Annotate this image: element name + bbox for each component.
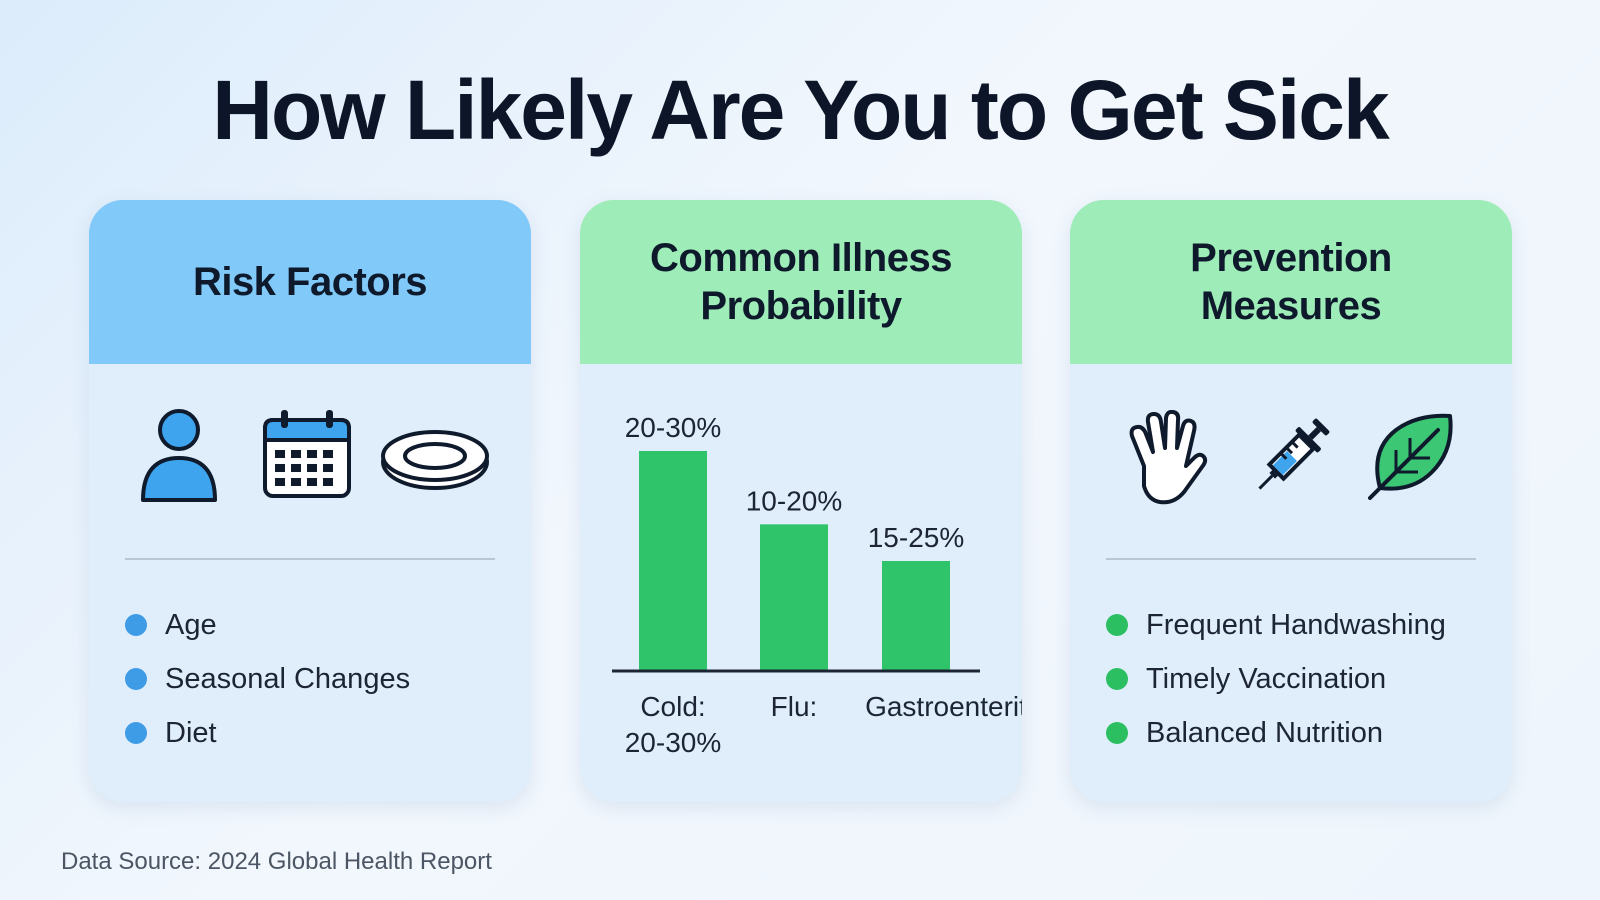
risk-factors-card: Risk Factors Age [89, 200, 531, 802]
page-title: How Likely Are You to Get Sick [212, 63, 1389, 157]
bullet-dot [125, 668, 147, 690]
data-label: 15-25% [868, 522, 965, 553]
illness-bar-chart: 20-30% Cold: 20-30% 10-20% Flu: 15-25% Gastroe… [580, 364, 1022, 802]
risk-icons [89, 364, 531, 564]
bar-chart-svg: 20-30% Cold: 20-30% 10-20% Flu: 15-25% Gastroe… [612, 412, 1022, 758]
list-item: Seasonal Changes [125, 652, 410, 706]
prevention-heading: Prevention Measures [1070, 200, 1512, 364]
category-label: Gastroenteritis: [865, 691, 1022, 722]
risk-item-label: Seasonal Changes [165, 662, 411, 695]
list-item: Balanced Nutrition [1106, 706, 1446, 760]
leaf-icon [1368, 413, 1453, 500]
bullet-dot [1106, 614, 1128, 636]
risk-factors-list: Age Seasonal Changes Diet [125, 598, 410, 760]
prevention-measures-card: Prevention Measures [1070, 200, 1512, 802]
bar [882, 561, 950, 671]
person-icon [141, 409, 217, 502]
prevention-item-label: Balanced Nutrition [1146, 716, 1383, 749]
bar [639, 451, 707, 671]
prevention-divider [1106, 558, 1476, 560]
prevention-item-label: Timely Vaccination [1146, 662, 1387, 695]
syringe-icon [1258, 418, 1330, 490]
calendar-icon [263, 410, 351, 498]
illness-heading-line2: Probability [700, 284, 902, 328]
bullet-dot [125, 722, 147, 744]
risk-item-label: Age [165, 608, 217, 641]
bullet-dot [125, 614, 147, 636]
risk-divider [125, 558, 495, 560]
risk-factors-heading: Risk Factors [89, 200, 531, 364]
category-label: 20-30% [625, 727, 722, 758]
prevention-item-label: Frequent Handwashing [1146, 608, 1446, 641]
category-label: Flu: [771, 691, 818, 722]
list-item: Age [125, 598, 410, 652]
bullet-dot [1106, 722, 1128, 744]
hand-icon [1129, 410, 1208, 505]
illness-heading-line1: Common Illness [650, 236, 952, 280]
data-label: 10-20% [746, 485, 843, 516]
illness-probability-heading: Common Illness Probability [580, 200, 1022, 364]
prevention-measures-list: Frequent Handwashing Timely Vaccination … [1106, 598, 1446, 760]
prevention-heading-line2: Measures [1200, 284, 1382, 328]
illness-probability-card: Common Illness Probability 20-30% Cold: 20… [580, 200, 1022, 802]
data-source-footer: Data Source: 2024 Global Health Report [61, 848, 492, 875]
prevention-heading-line1: Prevention [1190, 236, 1392, 280]
prevention-icons [1070, 364, 1512, 564]
list-item: Timely Vaccination [1106, 652, 1446, 706]
risk-item-label: Diet [165, 716, 217, 749]
plate-icon [381, 430, 489, 490]
category-label: Cold: [640, 691, 705, 722]
bar [760, 524, 828, 671]
list-item: Diet [125, 706, 410, 760]
bullet-dot [1106, 668, 1128, 690]
list-item: Frequent Handwashing [1106, 598, 1446, 652]
data-label: 20-30% [625, 412, 722, 443]
